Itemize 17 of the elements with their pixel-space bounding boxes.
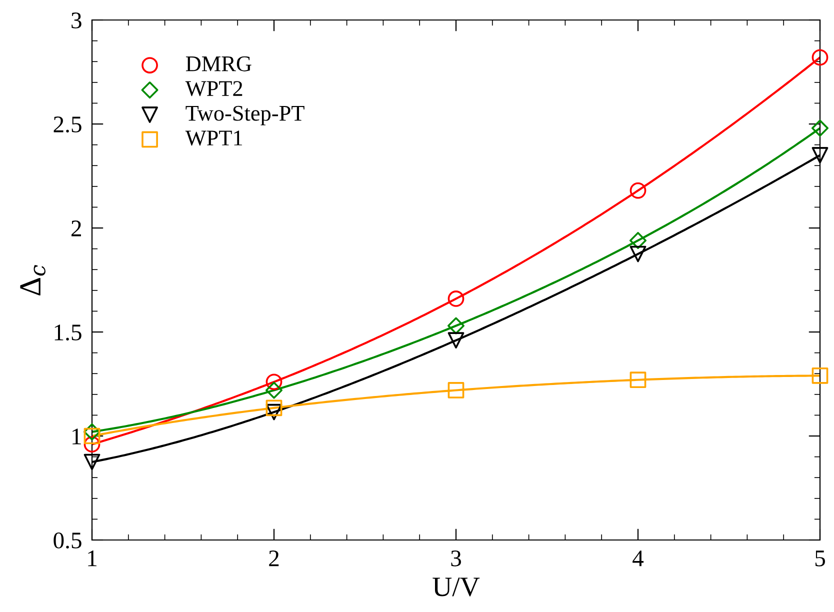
x-tick-label: 4 [632,550,644,566]
legend-label: WPT2 [185,81,242,96]
y-tick-label: 1.5 [54,324,82,341]
x-axis-title: U/V [432,578,480,596]
x-tick-label: 1 [88,550,96,566]
legend-label: DMRG [186,56,252,72]
legend-label: Two-Step-PT [186,106,304,126]
x-tick-label: 5 [815,550,825,566]
y-tick-label: 2 [72,220,81,236]
y-tick-label: 0.5 [54,532,82,549]
y-axis-title: Δ$_{c}$ [20,265,46,296]
y-tick-label: 1 [72,428,81,444]
x-tick-label: 2 [269,550,279,566]
y-tick-label: 2.5 [54,116,82,133]
y-tick-label: 3 [72,12,82,28]
x-tick-label: 3 [451,550,461,566]
legend-label: WPT1 [185,130,242,146]
